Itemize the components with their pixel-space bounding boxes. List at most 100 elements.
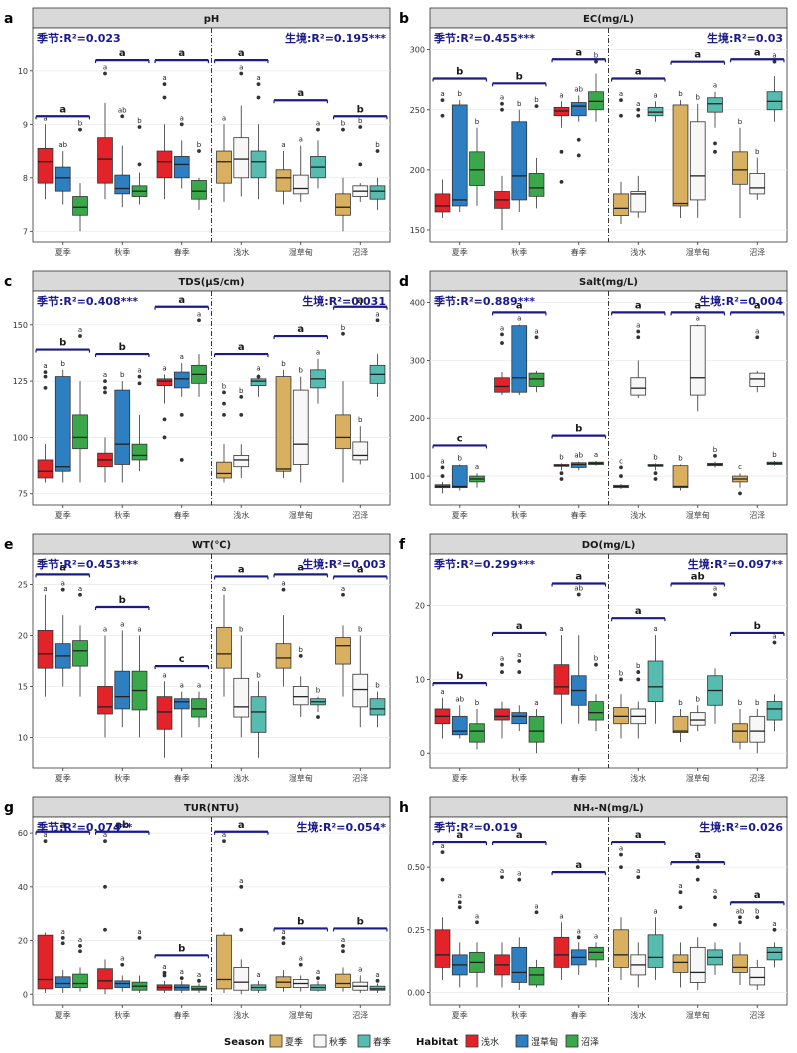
significance-label: a bbox=[43, 831, 47, 839]
significance-label: a bbox=[162, 74, 166, 82]
season-r2: 季节:R²=0.455*** bbox=[433, 31, 535, 45]
box-body bbox=[335, 193, 351, 216]
outlier-point bbox=[695, 865, 700, 870]
outlier-point bbox=[341, 127, 345, 132]
significance-label: b bbox=[239, 387, 244, 395]
outlier-point bbox=[103, 839, 107, 844]
significance-label: b bbox=[738, 699, 743, 707]
group-letter: a bbox=[119, 48, 126, 59]
significance-label: a bbox=[316, 120, 320, 128]
season-r2: 季节:R²=0.074** bbox=[36, 820, 132, 834]
significance-label: a bbox=[440, 90, 444, 98]
significance-label: a bbox=[713, 585, 717, 593]
x-tick-label: 秋季 bbox=[114, 1010, 130, 1020]
outlier-point bbox=[678, 905, 683, 910]
outlier-point bbox=[298, 654, 303, 658]
significance-label: c bbox=[619, 457, 623, 465]
box-body bbox=[97, 968, 113, 990]
box-body bbox=[54, 376, 71, 472]
y-tick-label: 75 bbox=[18, 490, 28, 499]
box-body bbox=[233, 137, 250, 179]
box-春季: a bbox=[766, 633, 783, 732]
panel-letter: c bbox=[4, 274, 12, 290]
outlier-point bbox=[137, 381, 142, 386]
box-浅水: a bbox=[434, 688, 451, 739]
box-body bbox=[216, 934, 232, 990]
outlier-point bbox=[440, 850, 445, 854]
box-秋季: b bbox=[352, 416, 369, 465]
box-春季: b bbox=[369, 682, 386, 728]
outlier-point bbox=[559, 179, 564, 184]
box-湿草甸: a bbox=[173, 114, 190, 189]
box-沼泽: a bbox=[191, 310, 207, 397]
box-夏季: a bbox=[613, 90, 629, 224]
group-letter: a bbox=[178, 48, 185, 59]
legend-label-habitat: 浅水 bbox=[481, 1036, 499, 1048]
y-tick-label: 300 bbox=[410, 46, 425, 55]
box-春季: b bbox=[647, 453, 664, 481]
box-夏季: b bbox=[672, 90, 689, 218]
x-tick-label: 湿草甸 bbox=[289, 510, 313, 520]
box-group-春季: a a a c bbox=[154, 654, 210, 758]
outlier-point bbox=[636, 329, 641, 334]
group-letter: a bbox=[357, 564, 364, 575]
significance-label: a bbox=[162, 364, 166, 372]
box-body bbox=[647, 934, 664, 968]
legend: Season 夏季 秋季 春季 Habitat 浅水 湿草甸 沼泽 bbox=[224, 1034, 599, 1048]
x-tick-label: 浅水 bbox=[233, 773, 249, 783]
box-body bbox=[451, 715, 468, 736]
x-tick-label: 湿草甸 bbox=[686, 1010, 710, 1020]
outlier-point bbox=[239, 71, 244, 76]
outlier-point bbox=[534, 910, 539, 915]
significance-label: ab bbox=[455, 695, 464, 703]
significance-label: b bbox=[458, 90, 463, 98]
significance-label: a bbox=[341, 585, 345, 593]
significance-label: a bbox=[180, 968, 184, 976]
x-tick-label: 夏季 bbox=[452, 510, 468, 520]
outlier-point bbox=[517, 877, 522, 882]
significance-label: a bbox=[120, 620, 124, 628]
box-春季: b bbox=[369, 141, 386, 210]
box-body bbox=[275, 169, 292, 192]
significance-label: b bbox=[239, 626, 244, 634]
group-letter: a bbox=[297, 88, 304, 99]
significance-label: a bbox=[43, 114, 47, 122]
significance-label: b bbox=[475, 699, 480, 707]
significance-label: b bbox=[534, 96, 539, 104]
box-group-沼泽: a a a b bbox=[332, 916, 388, 993]
box-夏季: c bbox=[613, 457, 629, 489]
box-湿草甸: ab bbox=[54, 141, 71, 205]
box-group-春季: a a a a bbox=[154, 295, 210, 462]
box-body bbox=[511, 946, 528, 983]
x-tick-label: 夏季 bbox=[55, 1010, 71, 1020]
box-夏季: a bbox=[335, 936, 351, 992]
box-body bbox=[250, 378, 267, 387]
box-body bbox=[97, 686, 113, 715]
box-秋季: b bbox=[689, 94, 706, 218]
box-group-沼泽: b b a b bbox=[729, 621, 785, 754]
group-letter: a bbox=[238, 48, 245, 59]
outlier-point bbox=[179, 976, 184, 981]
significance-label: b bbox=[696, 94, 701, 102]
panel-title: DO(mg/L) bbox=[582, 540, 636, 551]
box-body bbox=[191, 985, 207, 991]
significance-label: b bbox=[678, 90, 683, 98]
significance-label: a bbox=[78, 326, 82, 334]
box-body bbox=[114, 980, 131, 988]
outlier-point bbox=[440, 474, 445, 478]
outlier-point bbox=[222, 412, 226, 417]
box-秋季: b bbox=[749, 699, 766, 754]
x-tick-label: 浅水 bbox=[630, 247, 646, 257]
group-letter: a bbox=[516, 830, 523, 841]
box-group-沼泽: c a b a bbox=[729, 300, 785, 496]
outlier-point bbox=[197, 978, 201, 983]
outlier-point bbox=[713, 895, 717, 900]
significance-label: b bbox=[316, 687, 321, 695]
significance-label: a bbox=[197, 310, 201, 318]
box-沼泽: b bbox=[191, 141, 207, 210]
box-body bbox=[173, 698, 190, 710]
box-春季: a bbox=[369, 310, 386, 397]
significance-label: a bbox=[534, 699, 538, 707]
habitat-r2: 生境:R²=0.03 bbox=[707, 31, 783, 45]
significance-label: b bbox=[594, 52, 599, 60]
